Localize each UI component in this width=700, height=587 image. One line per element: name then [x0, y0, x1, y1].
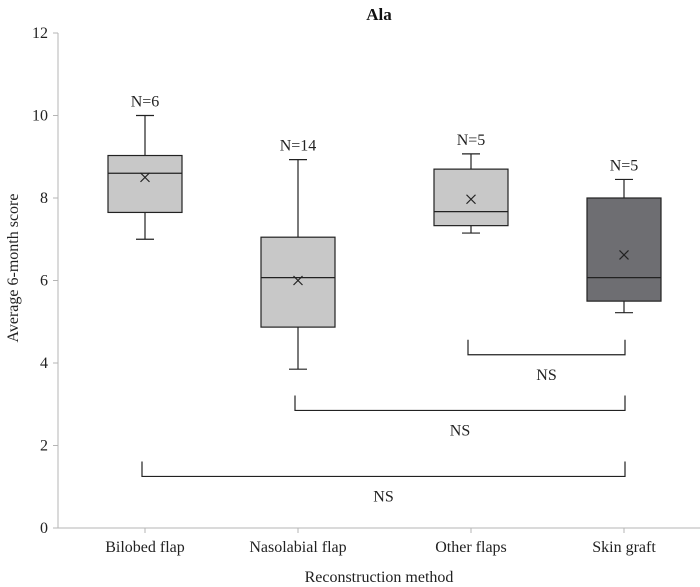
y-tick-label: 10 [32, 108, 48, 125]
comparison-bracket [141, 461, 626, 478]
mean-marker [140, 172, 150, 183]
y-tick-label: 2 [40, 438, 48, 455]
plot-area: 0 2 4 6 8 10 12 Bilobed flap Nasolabial flap Othe… [32, 25, 700, 556]
y-tick-label: 6 [40, 273, 48, 290]
y-axis-label: Average 6-month score [5, 194, 22, 343]
y-tick-label: 4 [40, 355, 48, 372]
comparison-label: NS [373, 488, 393, 505]
mean-marker [619, 250, 629, 260]
y-tick-label: 8 [40, 190, 48, 207]
sample-size-label: N=5 [457, 132, 486, 149]
comparison-bracket [467, 339, 626, 356]
mean-marker [293, 275, 303, 286]
x-axis-label: Reconstruction method [305, 569, 454, 586]
comparison-label: NS [536, 367, 556, 384]
sample-size-label: N=14 [280, 138, 317, 155]
x-tick-label: Other flaps [435, 539, 507, 556]
comparison-bracket [294, 395, 626, 412]
iqr-box [433, 168, 509, 227]
iqr-box [260, 236, 336, 328]
sample-size-label: N=6 [131, 94, 160, 111]
sample-size-label: N=5 [610, 157, 639, 174]
y-tick-label: 0 [40, 520, 48, 537]
y-tick-label: 12 [32, 25, 48, 42]
x-tick-label: Skin graft [592, 539, 656, 556]
x-tick-label: Bilobed flap [105, 539, 185, 556]
mean-marker [466, 194, 476, 205]
iqr-box [107, 154, 183, 214]
chart-title: Ala [366, 5, 392, 24]
x-tick-label: Nasolabial flap [249, 539, 346, 556]
comparison-label: NS [450, 422, 470, 439]
iqr-box [586, 197, 662, 302]
